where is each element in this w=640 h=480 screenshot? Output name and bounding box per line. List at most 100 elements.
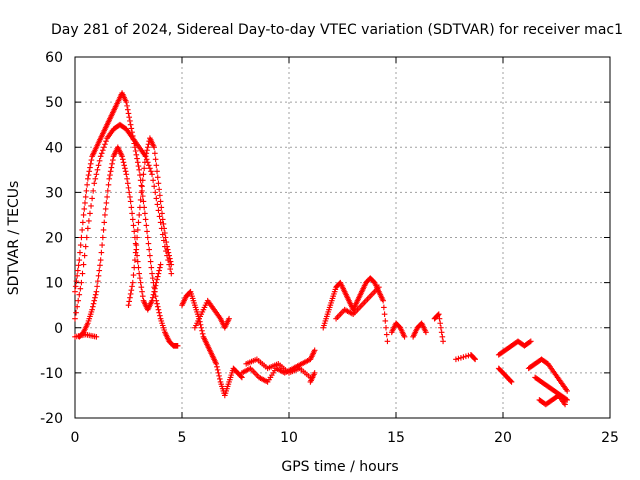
data-point	[216, 373, 222, 379]
data-point	[508, 378, 514, 384]
data-point	[92, 176, 99, 182]
data-point	[160, 221, 167, 227]
data-point	[156, 267, 162, 274]
data-point	[77, 285, 84, 292]
data-point	[93, 333, 100, 340]
data-point	[137, 279, 144, 286]
data-point	[127, 194, 133, 200]
data-point	[217, 376, 223, 382]
data-point	[199, 327, 205, 334]
data-point	[155, 306, 162, 313]
data-point	[92, 294, 98, 301]
data-point	[134, 258, 141, 265]
data-point	[144, 228, 150, 235]
data-point	[73, 278, 80, 284]
data-point	[105, 188, 111, 194]
data-point	[166, 252, 172, 259]
data-point	[453, 356, 459, 363]
data-point	[156, 213, 163, 220]
data-point	[97, 153, 104, 160]
data-point	[383, 331, 390, 338]
data-point	[87, 160, 94, 167]
data-point	[89, 306, 95, 313]
x-tick-label: 0	[71, 430, 80, 446]
data-point	[152, 285, 158, 292]
data-point	[80, 261, 87, 268]
data-point	[130, 272, 137, 278]
data-point	[83, 234, 90, 241]
data-point	[77, 249, 83, 256]
data-point	[103, 138, 109, 145]
data-point	[381, 304, 387, 311]
data-point	[96, 157, 103, 164]
data-point	[93, 171, 100, 178]
data-point	[129, 279, 136, 286]
data-point	[164, 246, 171, 253]
data-point	[155, 207, 162, 214]
data-point	[82, 200, 88, 206]
data-point	[74, 273, 80, 279]
data-point	[154, 201, 161, 208]
data-point	[472, 356, 478, 363]
data-point	[471, 355, 478, 362]
data-point	[139, 288, 145, 295]
data-point	[127, 198, 134, 205]
data-point	[162, 230, 168, 236]
data-point	[564, 388, 570, 394]
data-point	[122, 168, 129, 175]
data-point	[159, 216, 166, 223]
data-point	[79, 227, 85, 233]
data-point	[380, 297, 386, 304]
series-sat-o	[431, 311, 446, 345]
data-point	[149, 297, 155, 304]
data-point	[140, 171, 147, 178]
data-point	[167, 266, 174, 272]
data-point	[104, 194, 110, 200]
data-point	[155, 180, 162, 187]
data-point	[85, 172, 92, 178]
data-point	[136, 270, 142, 277]
data-point	[145, 240, 152, 247]
data-point	[134, 252, 140, 259]
data-point	[124, 180, 131, 187]
data-point	[131, 264, 138, 271]
series-sat-h	[239, 347, 318, 385]
data-point	[127, 121, 134, 128]
data-point	[72, 283, 79, 290]
data-point	[86, 168, 93, 175]
data-point	[137, 275, 143, 281]
y-tick-label: 60	[45, 50, 63, 66]
data-point	[463, 353, 469, 360]
data-point	[151, 144, 157, 151]
data-point	[149, 171, 155, 178]
data-point	[152, 150, 158, 157]
data-point	[143, 156, 150, 163]
data-point	[153, 195, 160, 202]
series-sat-k	[320, 275, 391, 345]
data-point	[440, 338, 446, 345]
data-point	[127, 294, 133, 301]
data-point	[81, 252, 88, 259]
data-point	[100, 147, 106, 154]
data-point	[85, 176, 91, 182]
data-point	[109, 160, 115, 167]
series-sat-s	[525, 356, 570, 394]
data-point	[100, 234, 106, 241]
data-point	[526, 339, 533, 345]
data-point	[164, 243, 170, 250]
data-point	[119, 153, 125, 160]
series-sat-l	[333, 284, 382, 322]
data-point	[83, 188, 90, 194]
data-point	[157, 198, 164, 205]
data-point	[154, 303, 161, 310]
series-sat-j	[307, 370, 318, 385]
data-point	[129, 210, 135, 217]
data-point	[97, 257, 104, 263]
data-point	[311, 370, 318, 376]
data-point	[134, 234, 140, 241]
data-point	[124, 176, 130, 182]
data-point	[197, 321, 204, 328]
data-point	[122, 165, 128, 172]
data-point	[154, 168, 160, 175]
